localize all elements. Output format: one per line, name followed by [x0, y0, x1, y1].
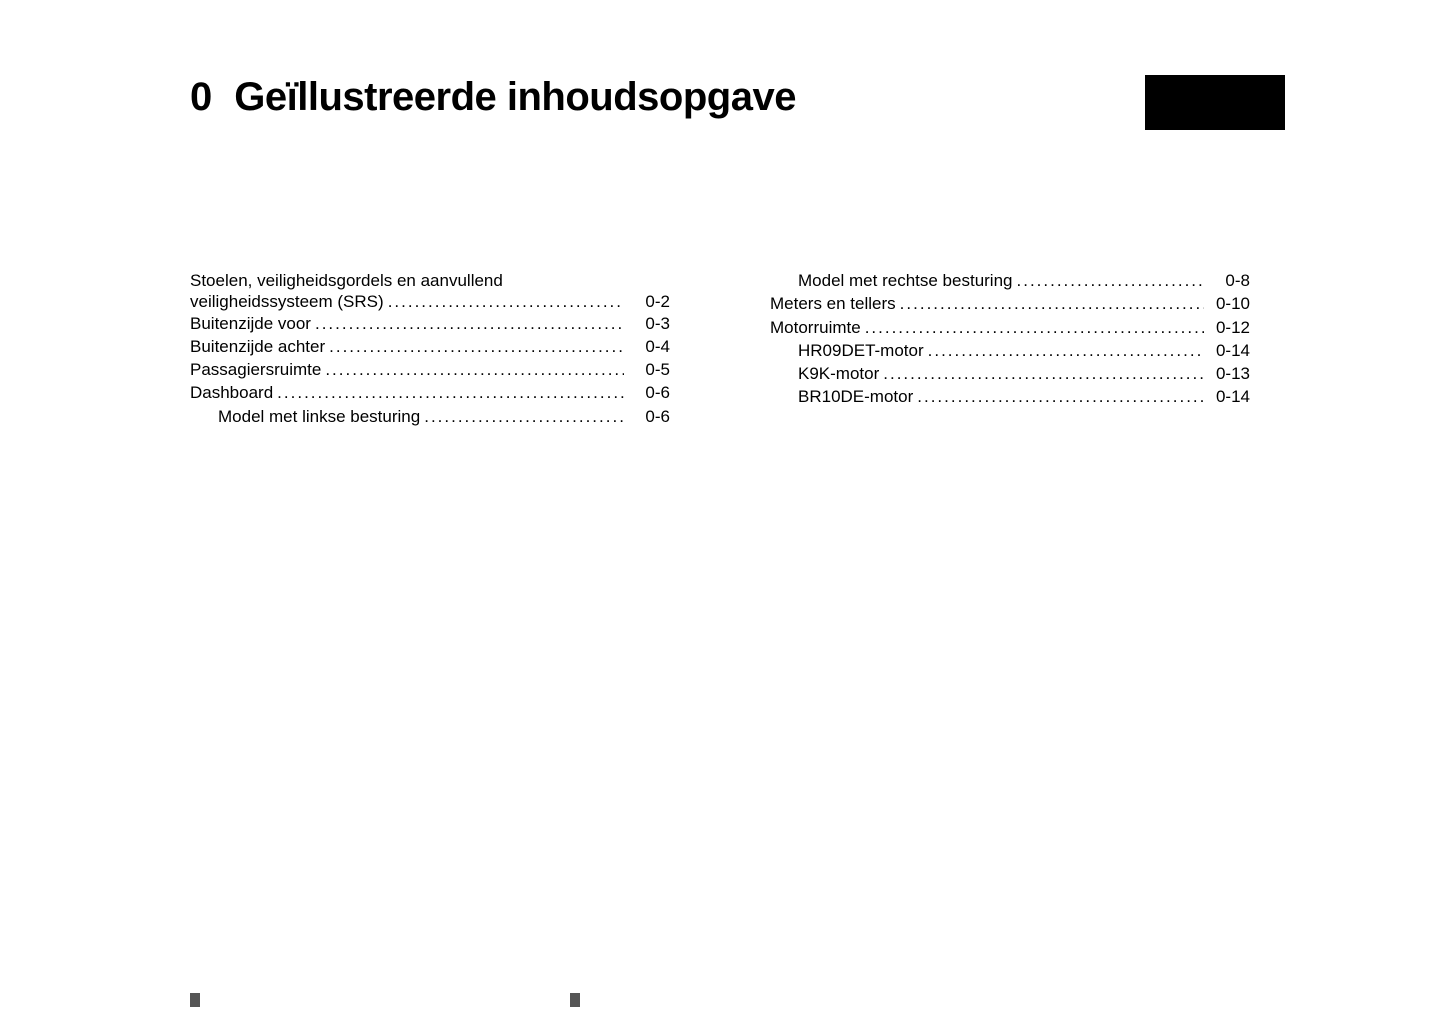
- toc-label: Model met linkse besturing: [218, 406, 420, 427]
- leader-dots: ........................................…: [913, 386, 1204, 407]
- toc-label: Motorruimte: [770, 317, 861, 338]
- print-crop-marks: [190, 993, 1445, 1009]
- toc-entry: BR10DE-motor ...........................…: [770, 386, 1250, 407]
- toc-page: 0-14: [1204, 386, 1250, 407]
- leader-dots: ........................................…: [879, 363, 1204, 384]
- toc-entry: Passagiersruimte .......................…: [190, 359, 670, 380]
- toc-label: Stoelen, veiligheidsgordels en aanvullen…: [190, 270, 670, 291]
- toc-page: 0-10: [1204, 293, 1250, 314]
- toc-page: 0-5: [624, 359, 670, 380]
- toc-page: 0-14: [1204, 340, 1250, 361]
- chapter-heading: 0 Geïllustreerde inhoudsopgave: [190, 75, 1285, 120]
- toc-right-column: Model met rechtse besturing ............…: [770, 270, 1250, 429]
- leader-dots: ........................................…: [273, 382, 624, 403]
- toc-entry: Buitenzijde achter .....................…: [190, 336, 670, 357]
- leader-dots: ........................................…: [321, 359, 624, 380]
- toc-entry: K9K-motor ..............................…: [770, 363, 1250, 384]
- toc-label: veiligheidssysteem (SRS): [190, 291, 384, 312]
- toc-entry: Buitenzijde voor .......................…: [190, 313, 670, 334]
- toc-label: BR10DE-motor: [798, 386, 913, 407]
- toc-entry: HR09DET-motor ..........................…: [770, 340, 1250, 361]
- chapter-number: 0: [190, 75, 212, 120]
- leader-dots: ........................................…: [311, 313, 624, 334]
- toc-label: Buitenzijde achter: [190, 336, 325, 357]
- toc-label: HR09DET-motor: [798, 340, 924, 361]
- crop-mark-icon: [570, 993, 580, 1007]
- toc-label: Buitenzijde voor: [190, 313, 311, 334]
- toc-entry: Motorruimte ............................…: [770, 317, 1250, 338]
- toc-label: Dashboard: [190, 382, 273, 403]
- toc-page: 0-13: [1204, 363, 1250, 384]
- toc-columns: Stoelen, veiligheidsgordels en aanvullen…: [190, 270, 1285, 429]
- toc-page: 0-8: [1204, 270, 1250, 291]
- toc-entry: Stoelen, veiligheidsgordels en aanvullen…: [190, 270, 670, 313]
- crop-mark-icon: [190, 993, 200, 1007]
- toc-entry: Model met rechtse besturing ............…: [770, 270, 1250, 291]
- toc-label: Meters en tellers: [770, 293, 896, 314]
- toc-label: Passagiersruimte: [190, 359, 321, 380]
- leader-dots: ........................................…: [1013, 270, 1205, 291]
- toc-page: 0-2: [624, 291, 670, 312]
- leader-dots: ........................................…: [420, 406, 624, 427]
- leader-dots: ........................................…: [384, 291, 624, 312]
- toc-page: 0-4: [624, 336, 670, 357]
- toc-entry: Model met linkse besturing .............…: [190, 406, 670, 427]
- toc-left-column: Stoelen, veiligheidsgordels en aanvullen…: [190, 270, 670, 429]
- toc-page: 0-6: [624, 382, 670, 403]
- chapter-title: Geïllustreerde inhoudsopgave: [234, 75, 796, 120]
- leader-dots: ........................................…: [924, 340, 1204, 361]
- manual-toc-page: 0 Geïllustreerde inhoudsopgave Stoelen, …: [0, 0, 1445, 1019]
- toc-entry: Meters en tellers ......................…: [770, 293, 1250, 314]
- toc-label: K9K-motor: [798, 363, 879, 384]
- toc-label: Model met rechtse besturing: [798, 270, 1013, 291]
- toc-page: 0-6: [624, 406, 670, 427]
- toc-page: 0-12: [1204, 317, 1250, 338]
- leader-dots: ........................................…: [325, 336, 624, 357]
- toc-page: 0-3: [624, 313, 670, 334]
- leader-dots: ........................................…: [896, 293, 1204, 314]
- toc-entry: Dashboard ..............................…: [190, 382, 670, 403]
- leader-dots: ........................................…: [861, 317, 1204, 338]
- section-tab: [1145, 75, 1285, 130]
